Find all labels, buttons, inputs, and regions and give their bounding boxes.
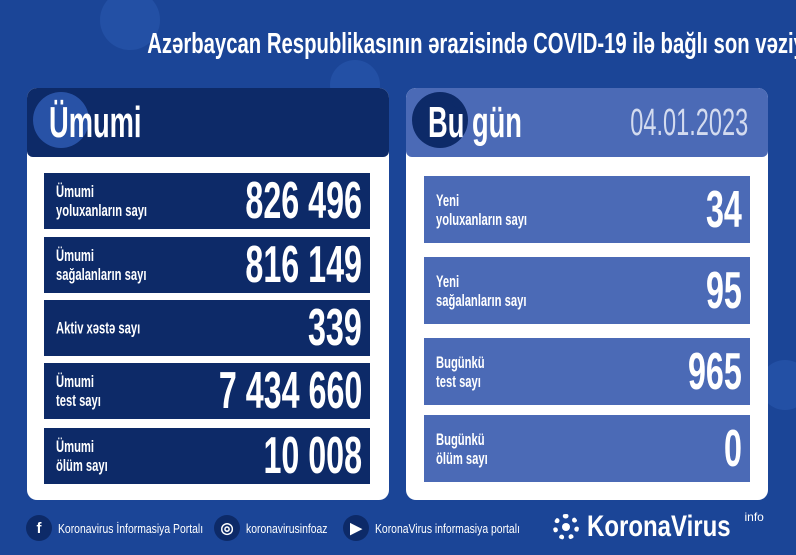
- virus-icon: [412, 92, 468, 148]
- total-header: Ümumi: [27, 88, 389, 157]
- total-heading: Ümumi: [49, 98, 142, 147]
- today-heading: Bu gün: [428, 98, 522, 147]
- new-recovered-row: Yeni sağalanların sayı 95: [424, 257, 750, 324]
- instagram-icon: ◎: [214, 515, 240, 541]
- date: 04.01.2023: [630, 102, 748, 144]
- virus-decoration-icon: [100, 0, 160, 50]
- today-deaths-row: Bugünkü ölüm sayı 0: [424, 415, 750, 482]
- virus-icon: [33, 92, 89, 148]
- youtube-icon: ▶: [343, 515, 369, 541]
- koronavirus-logo: KoronaVirus info: [553, 510, 764, 544]
- facebook-icon: f: [26, 515, 52, 541]
- instagram-link[interactable]: ◎ koronavirusinfoaz: [214, 513, 348, 543]
- total-deaths-row: Ümumi ölüm sayı 10 008: [44, 427, 370, 485]
- total-panel: Ümumi Ümumi yoluxanların sayı 826 496 Ümum…: [27, 88, 389, 500]
- page-title: Azərbaycan Respublikasının ərazisində CO…: [147, 28, 796, 60]
- total-tests-row: Ümumi test sayı 7 434 660: [44, 362, 370, 420]
- today-tests-row: Bugünkü test sayı 965: [424, 338, 750, 405]
- youtube-link[interactable]: ▶ KoronaVirus informasiya portalı: [343, 513, 556, 543]
- active-cases-row: Aktiv xəstə sayı 339: [44, 299, 370, 357]
- facebook-link[interactable]: f Koronavirus İnformasiya Portalı: [26, 513, 239, 543]
- today-header: Bu gün 04.01.2023: [406, 88, 768, 157]
- new-infected-row: Yeni yoluxanların sayı 34: [424, 176, 750, 243]
- total-infected-row: Ümumi yoluxanların sayı 826 496: [44, 172, 370, 230]
- total-recovered-row: Ümumi sağalanların sayı 816 149: [44, 236, 370, 294]
- today-panel: Bu gün 04.01.2023 Yeni yoluxanların sayı 3…: [406, 88, 768, 500]
- sun-virus-icon: [553, 514, 579, 540]
